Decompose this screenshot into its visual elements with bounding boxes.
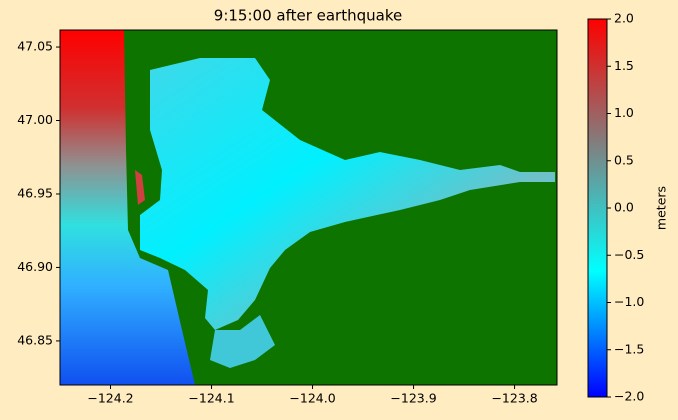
- colorbar-tick-label: 2.0: [614, 11, 634, 26]
- colorbar-tick-label: 1.0: [614, 105, 634, 120]
- chart-title: 9:15:00 after earthquake: [214, 7, 402, 25]
- colorbar-label: meters: [654, 186, 669, 230]
- colorbar: [587, 18, 608, 398]
- y-tick-label: 46.90: [17, 259, 53, 274]
- colorbar-tick-label: −1.0: [614, 294, 644, 309]
- x-tick-label: −124.0: [289, 391, 335, 406]
- y-tick-label: 46.95: [17, 185, 53, 200]
- colorbar-tick-label: −0.5: [614, 247, 644, 262]
- colorbar-tick-label: 0.5: [614, 152, 634, 167]
- y-tick-label: 47.05: [17, 39, 53, 54]
- x-tick-label: −124.2: [87, 391, 133, 406]
- plot-frame: [59, 29, 558, 386]
- x-tick-label: −123.8: [491, 391, 537, 406]
- colorbar-tick-label: 0.0: [614, 200, 634, 215]
- colorbar-tick-label: −2.0: [614, 389, 644, 404]
- colorbar-tick-label: −1.5: [614, 341, 644, 356]
- y-tick-label: 47.00: [17, 112, 53, 127]
- colorbar-tick-label: 1.5: [614, 58, 634, 73]
- y-tick-label: 46.85: [17, 332, 53, 347]
- map-image: [60, 30, 557, 385]
- x-tick-label: −124.1: [188, 391, 234, 406]
- x-tick-label: −123.9: [390, 391, 436, 406]
